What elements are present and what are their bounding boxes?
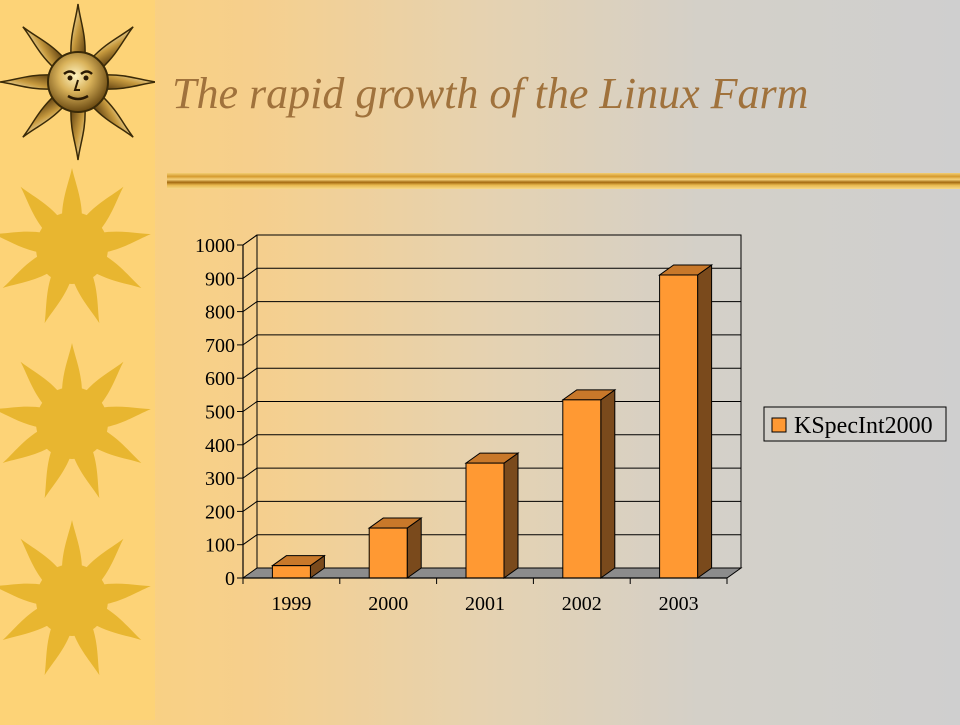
legend-label: KSpecInt2000	[794, 413, 933, 439]
y-tick-label: 1000	[195, 235, 235, 257]
bar-side	[600, 388, 616, 579]
y-tick-label: 500	[205, 402, 235, 424]
y-tick-label: 400	[205, 435, 235, 457]
chart-gridline	[242, 367, 741, 379]
bar-2000	[367, 517, 423, 579]
sun-decorations	[0, 3, 157, 676]
bar-front	[562, 399, 602, 579]
x-tick-label: 1999	[271, 593, 311, 615]
bar-2002	[561, 388, 617, 579]
bar-1999	[270, 554, 326, 579]
decorative-sidebar	[0, 0, 157, 720]
x-tick-label: 2001	[465, 593, 505, 615]
y-tick-label: 100	[205, 535, 235, 557]
bar-front	[368, 527, 408, 579]
bar-front	[465, 462, 505, 579]
bar-front	[659, 274, 699, 579]
bar-2001	[464, 452, 520, 579]
title-divider	[167, 173, 960, 189]
chart-gridline	[242, 267, 741, 279]
x-tick-label: 2002	[562, 593, 602, 615]
y-tick-label: 600	[205, 368, 235, 390]
x-tick-label: 2000	[368, 593, 408, 615]
y-tick-label: 300	[205, 468, 235, 490]
y-tick-label: 0	[225, 568, 235, 590]
chart-gridline	[242, 301, 741, 313]
y-tick-label: 700	[205, 335, 235, 357]
chart-legend: KSpecInt2000	[763, 406, 947, 442]
chart-bars	[270, 263, 714, 579]
legend-box	[763, 406, 947, 442]
legend-swatch	[771, 417, 787, 433]
bar-side	[503, 452, 519, 579]
y-tick-label: 900	[205, 268, 235, 290]
chart-x-ticks: 1999 2000 2001 2002 2003	[242, 578, 728, 615]
slide-title: The rapid growth of the Linux Farm	[172, 69, 809, 118]
sun-icon	[0, 168, 151, 324]
sun-icon	[0, 343, 151, 499]
bar-side	[697, 263, 713, 579]
y-tick-label: 200	[205, 501, 235, 523]
chart-gridline	[242, 334, 741, 346]
chart-gridline	[242, 234, 741, 246]
chart-y-ticks: 0 100 200 300 400 500 600 700 800 900 1000	[195, 235, 243, 590]
x-tick-label: 2003	[659, 593, 699, 615]
bar-front	[271, 565, 311, 579]
sun-face-icon	[0, 3, 157, 161]
bar-2003	[658, 263, 714, 579]
sun-icon	[0, 520, 151, 676]
y-tick-label: 800	[205, 302, 235, 324]
